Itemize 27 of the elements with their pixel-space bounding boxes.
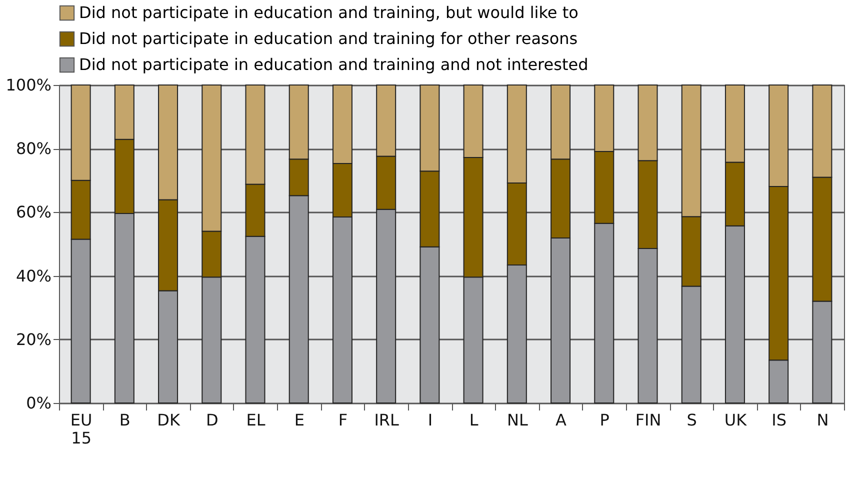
x-tick-label: FIN	[635, 410, 662, 430]
y-tick-label: 60%	[16, 202, 52, 222]
x-tick-label: P	[600, 410, 610, 430]
x-tick-label: EL	[246, 410, 266, 430]
y-tick-label: 0%	[26, 394, 52, 412]
x-tick-label: EU 15	[70, 410, 92, 448]
x-tick-label: E	[294, 410, 304, 430]
x-tick-label: S	[686, 410, 697, 430]
x-tick-label: A	[556, 410, 567, 430]
y-tick-label: 40%	[16, 266, 52, 286]
x-tick-label: L	[469, 410, 478, 430]
x-tick-label: D	[206, 410, 218, 430]
y-tick-label: 20%	[16, 330, 52, 349]
x-tick-label: DK	[157, 410, 180, 430]
x-tick-label: IS	[772, 410, 787, 430]
y-tick-label: 100%	[6, 76, 52, 94]
x-tick-label: UK	[724, 410, 748, 430]
x-tick-label: IRL	[374, 410, 400, 430]
y-tick-label: 80%	[16, 139, 52, 158]
x-tick-label: N	[816, 410, 829, 430]
legend-label: Did not participate in education and training for other reasons	[79, 29, 578, 48]
x-tick-label: B	[119, 410, 130, 430]
x-tick-label: F	[338, 410, 348, 430]
x-tick-label: I	[428, 410, 433, 430]
x-tick-label: NL	[506, 410, 528, 430]
legend-label: Did not participate in education and training, but would like to	[79, 3, 578, 22]
legend-label: Did not participate in education and training and not interested	[79, 55, 588, 74]
